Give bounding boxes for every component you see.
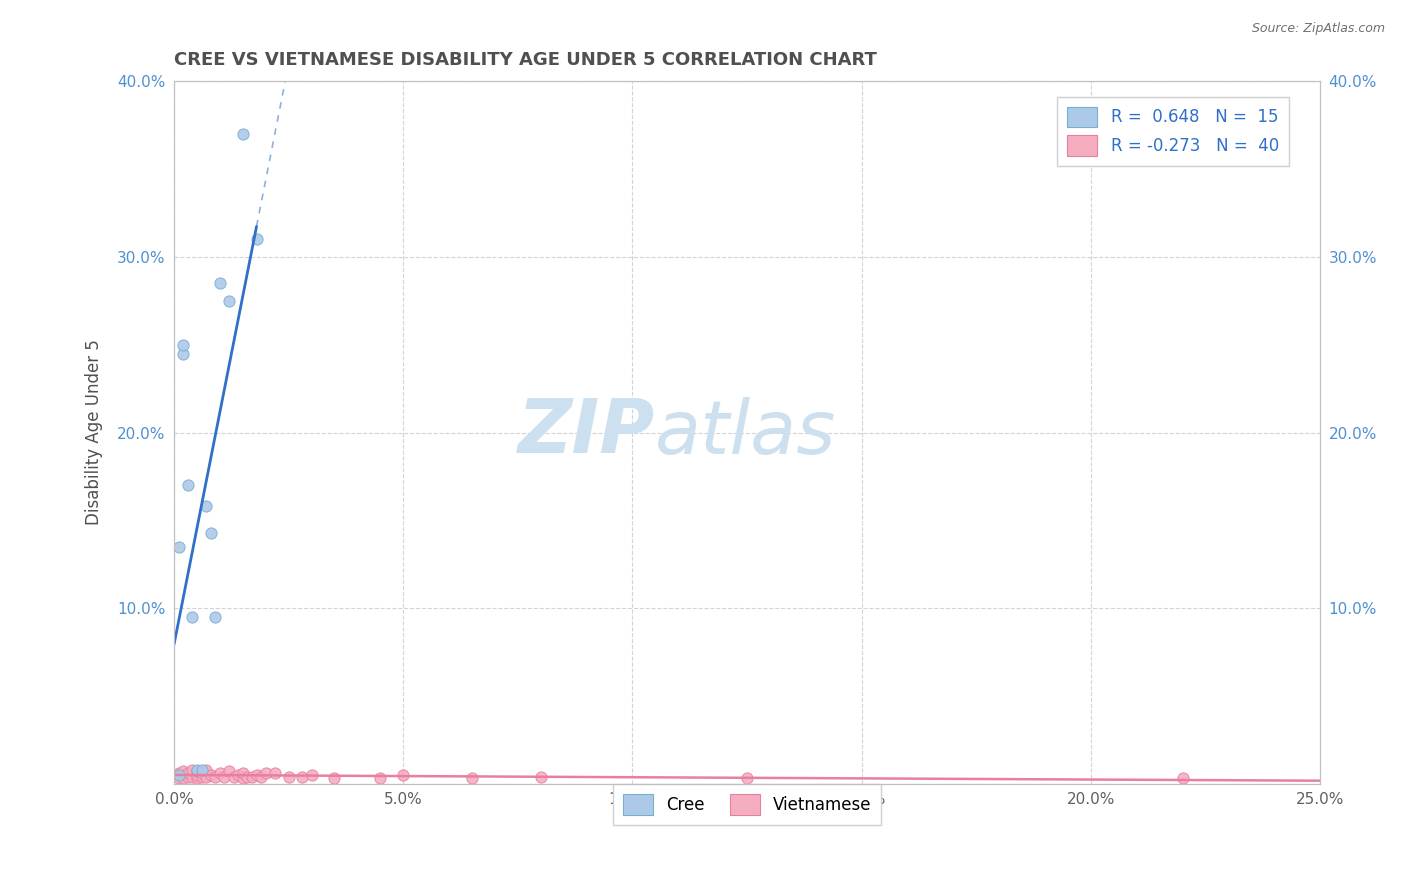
Point — [181, 770, 204, 784]
Text: ZIP: ZIP — [519, 396, 655, 469]
Point — [392, 768, 415, 782]
Point — [214, 770, 236, 784]
Point — [735, 772, 758, 786]
Point — [254, 766, 277, 780]
Point — [226, 768, 249, 782]
Y-axis label: Disability Age Under 5: Disability Age Under 5 — [86, 340, 103, 525]
Point — [277, 770, 299, 784]
Point — [181, 610, 204, 624]
Point — [177, 770, 200, 784]
Point — [1171, 772, 1194, 786]
Point — [208, 766, 231, 780]
Point — [186, 764, 208, 779]
Point — [167, 768, 190, 782]
Point — [232, 766, 254, 780]
Point — [264, 766, 287, 780]
Point — [218, 293, 240, 308]
Point — [186, 763, 208, 777]
Point — [232, 772, 254, 786]
Point — [368, 772, 391, 786]
Point — [222, 770, 245, 784]
Point — [172, 772, 194, 786]
Point — [172, 337, 194, 351]
Point — [177, 766, 200, 780]
Point — [172, 764, 194, 779]
Point — [236, 770, 259, 784]
Point — [323, 772, 346, 786]
Text: Source: ZipAtlas.com: Source: ZipAtlas.com — [1251, 22, 1385, 36]
Point — [181, 763, 204, 777]
Text: CREE VS VIETNAMESE DISABILITY AGE UNDER 5 CORRELATION CHART: CREE VS VIETNAMESE DISABILITY AGE UNDER … — [174, 51, 877, 69]
Point — [461, 772, 484, 786]
Point — [200, 768, 222, 782]
Point — [195, 500, 218, 514]
Point — [190, 766, 212, 780]
Point — [208, 277, 231, 291]
Text: atlas: atlas — [655, 397, 837, 468]
Point — [167, 766, 190, 780]
Point — [190, 770, 212, 784]
Point — [232, 127, 254, 141]
Point — [291, 770, 314, 784]
Point — [186, 772, 208, 786]
Point — [218, 764, 240, 779]
Point — [190, 763, 212, 777]
Point — [167, 772, 190, 786]
Point — [301, 768, 323, 782]
Point — [245, 768, 267, 782]
Point — [250, 770, 273, 784]
Point — [167, 540, 190, 554]
Point — [240, 770, 263, 784]
Point — [204, 610, 226, 624]
Point — [195, 770, 218, 784]
Point — [186, 768, 208, 782]
Point — [195, 763, 218, 777]
Point — [177, 478, 200, 492]
Legend: Cree, Vietnamese: Cree, Vietnamese — [613, 784, 882, 824]
Point — [172, 346, 194, 360]
Point — [530, 770, 553, 784]
Point — [245, 232, 267, 246]
Point — [200, 525, 222, 540]
Point — [204, 770, 226, 784]
